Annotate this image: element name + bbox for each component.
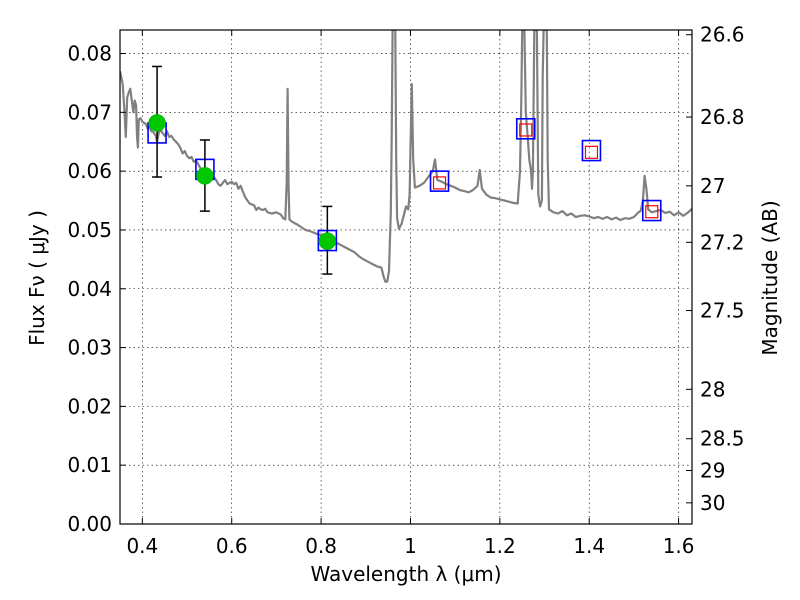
x-axis-label: Wavelength λ (μm) (310, 562, 501, 586)
x-tick-label: 1.6 (663, 534, 695, 558)
x-tick-label: 1.2 (484, 534, 516, 558)
mag-tick-label: 30 (700, 491, 725, 515)
y-tick-label: 0.04 (67, 277, 112, 301)
upper-limit-square (584, 145, 599, 159)
model-photometry-square (581, 139, 602, 162)
mag-tick-label: 26.6 (700, 23, 745, 47)
observed-photometry-point (318, 232, 337, 250)
plot-area (120, 30, 692, 283)
x-tick-label: 0.8 (305, 534, 337, 558)
y-tick-label: 0.02 (67, 394, 112, 418)
y-axis-right-label: Magnitude (AB) (758, 200, 782, 355)
y-tick-label: 0.05 (67, 218, 112, 242)
model-spectrum-line (120, 30, 692, 283)
y-tick-label: 0.08 (67, 42, 112, 66)
model-photometry-square (641, 199, 662, 222)
y-tick-label: 0.07 (67, 100, 112, 124)
plot-frame (119, 29, 693, 525)
markers-layer (147, 65, 662, 275)
mag-tick-label: 29 (700, 458, 725, 482)
mag-tick-label: 28.5 (700, 427, 745, 451)
x-tick-label: 0.6 (216, 534, 248, 558)
y-tick-label: 0.06 (67, 159, 112, 183)
mag-tick-label: 27.5 (700, 299, 745, 323)
upper-limit-square (432, 176, 447, 190)
upper-limit-square (519, 123, 533, 137)
x-tick-label: 1 (404, 534, 417, 558)
model-photometry-square (429, 170, 450, 192)
mag-tick-label: 27.2 (700, 230, 745, 254)
x-tick-label: 0.4 (126, 534, 158, 558)
y-tick-label: 0.00 (67, 512, 112, 536)
y-tick-label: 0.03 (67, 336, 112, 360)
ticks-layer (120, 30, 692, 525)
x-tick-label: 1.4 (573, 534, 605, 558)
model-photometry-square (515, 118, 536, 140)
mag-tick-label: 26.8 (700, 105, 745, 129)
observed-photometry-point (148, 114, 166, 132)
mag-tick-label: 27 (700, 174, 725, 198)
y-tick-label: 0.01 (67, 453, 112, 477)
upper-limit-square (645, 205, 659, 219)
mag-tick-label: 28 (700, 377, 725, 401)
observed-photometry-point (196, 167, 214, 185)
tick-labels-layer: 0.4 0.6 0.8 1 1.2 1.4 1.6 0.00 0.01 0.02 0.03 0.04 0… (67, 23, 744, 558)
y-axis-label: Flux Fν ( μJy ) (25, 210, 49, 346)
